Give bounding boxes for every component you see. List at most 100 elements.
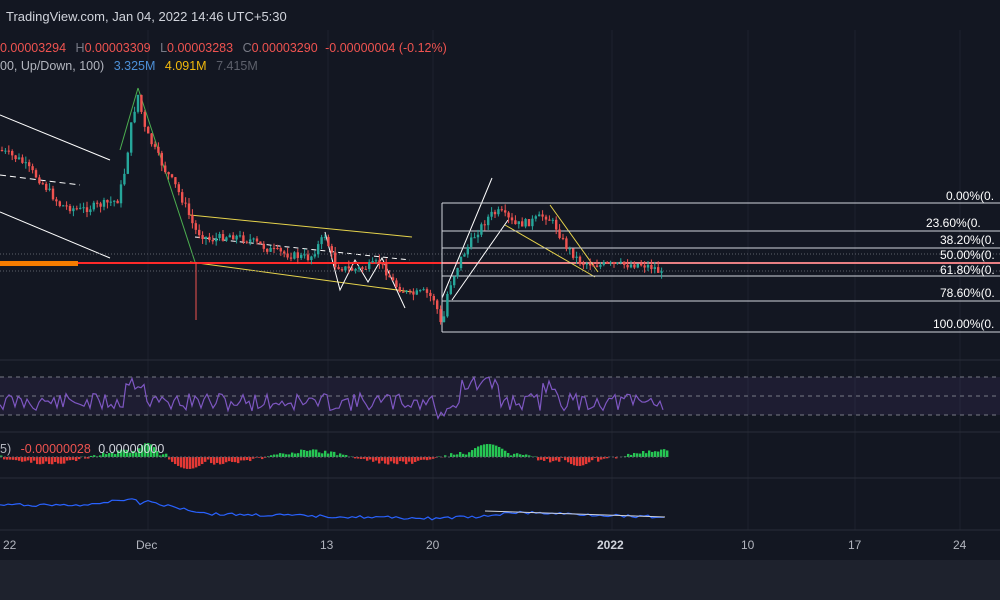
candle-body xyxy=(636,263,639,268)
candle-body xyxy=(541,214,544,217)
macd-bar xyxy=(21,457,24,462)
macd-bar xyxy=(111,452,114,457)
volume-legend[interactable]: 00, Up/Down, 100) 3.325M 4.091M 7.415M xyxy=(0,59,258,73)
macd-bar xyxy=(144,443,147,457)
macd-bar xyxy=(204,457,207,462)
candle-body xyxy=(242,235,245,242)
macd-bar xyxy=(324,450,327,457)
candle-body xyxy=(14,155,17,160)
candle-body xyxy=(612,262,616,264)
macd-bar xyxy=(474,448,477,457)
candle-body xyxy=(300,254,303,258)
macd-bar xyxy=(546,457,549,459)
macd-bar xyxy=(318,452,321,457)
candle-body xyxy=(41,183,44,185)
candle-body xyxy=(351,268,354,271)
candle-body xyxy=(147,126,150,134)
macd-bar xyxy=(657,451,660,457)
candle-body xyxy=(218,234,221,239)
macd-bar xyxy=(270,455,273,457)
candle-body xyxy=(0,150,4,151)
candle-body xyxy=(34,170,38,178)
macd-bar xyxy=(165,453,168,457)
candle-body xyxy=(578,256,582,265)
macd-bar xyxy=(639,453,642,457)
candle-body xyxy=(17,157,21,160)
candle-body xyxy=(449,285,452,294)
macd-bar xyxy=(285,454,288,457)
macd-bar xyxy=(84,457,87,459)
candle-body xyxy=(211,240,214,242)
candle-body xyxy=(286,253,289,258)
macd-bar xyxy=(312,449,315,457)
candle-body xyxy=(269,247,272,252)
macd-bar xyxy=(3,457,6,460)
macd-bar xyxy=(375,457,378,461)
time-label: 2022 xyxy=(597,538,624,552)
macd-bar xyxy=(189,457,192,469)
candle-body xyxy=(582,264,585,266)
candle-body xyxy=(337,267,340,270)
candle-body xyxy=(381,263,384,265)
candle-body xyxy=(109,201,112,203)
candle-body xyxy=(490,211,493,217)
macd-bar xyxy=(183,457,186,469)
macd-bar xyxy=(288,454,291,457)
macd-bar xyxy=(153,447,156,457)
candle-body xyxy=(487,216,490,226)
candle-body xyxy=(653,267,656,270)
macd-bar xyxy=(471,450,474,457)
candle-body xyxy=(657,267,660,273)
fib-label: 38.20%(0. xyxy=(940,233,995,247)
candle-body xyxy=(364,268,367,270)
candle-body xyxy=(473,237,476,239)
macd-bar xyxy=(372,457,375,462)
macd-bar xyxy=(66,457,69,461)
macd-bar xyxy=(600,457,603,460)
macd-bar xyxy=(93,455,96,457)
macd-bar xyxy=(306,450,309,457)
macd-bar xyxy=(261,457,264,460)
candle-body xyxy=(595,265,599,267)
macd-bar xyxy=(603,457,606,459)
macd-bar xyxy=(666,450,669,457)
candle-body xyxy=(463,254,466,257)
macd-bar xyxy=(9,457,12,460)
candle-body xyxy=(187,203,191,215)
obv-trendline xyxy=(484,510,666,518)
candle-body xyxy=(371,260,374,263)
candle-body xyxy=(153,144,157,147)
macd-bar xyxy=(450,453,453,457)
candle-body xyxy=(198,229,201,236)
zigzag-pattern xyxy=(324,231,406,309)
candle-body xyxy=(429,292,432,297)
candle-body xyxy=(385,263,388,276)
oscillator-value-1: -0.00000028 xyxy=(20,442,91,456)
macd-bar xyxy=(342,454,345,457)
macd-bar xyxy=(432,457,435,459)
candle-body xyxy=(38,177,41,184)
macd-bar xyxy=(219,457,222,465)
macd-bar xyxy=(240,457,243,461)
macd-bar xyxy=(444,455,447,457)
fibonacci-labels: 0.00%(0. 23.60%(0. 38.20%(0. 50.00%(0. 6… xyxy=(926,189,995,331)
macd-bar xyxy=(654,451,657,457)
macd-bar xyxy=(105,454,108,457)
price-chart[interactable]: 0.00%(0. 23.60%(0. 38.20%(0. 50.00%(0. 6… xyxy=(0,0,1000,560)
candle-body xyxy=(21,157,24,163)
macd-bar xyxy=(408,457,411,462)
macd-bar xyxy=(273,454,276,457)
oscillator-legend[interactable]: 5) -0.00000028 0.00000000 xyxy=(0,442,164,456)
macd-bar xyxy=(390,457,393,462)
macd-bar xyxy=(276,454,279,457)
macd-bar xyxy=(138,448,141,457)
candle-body xyxy=(599,264,602,267)
candle-body xyxy=(361,267,364,269)
macd-bar xyxy=(462,453,465,457)
candle-body xyxy=(28,162,31,167)
macd-bar xyxy=(132,450,135,457)
pump-lines xyxy=(119,87,196,263)
candle-body xyxy=(235,235,238,240)
candle-body xyxy=(130,122,133,153)
candle-body xyxy=(79,207,82,209)
